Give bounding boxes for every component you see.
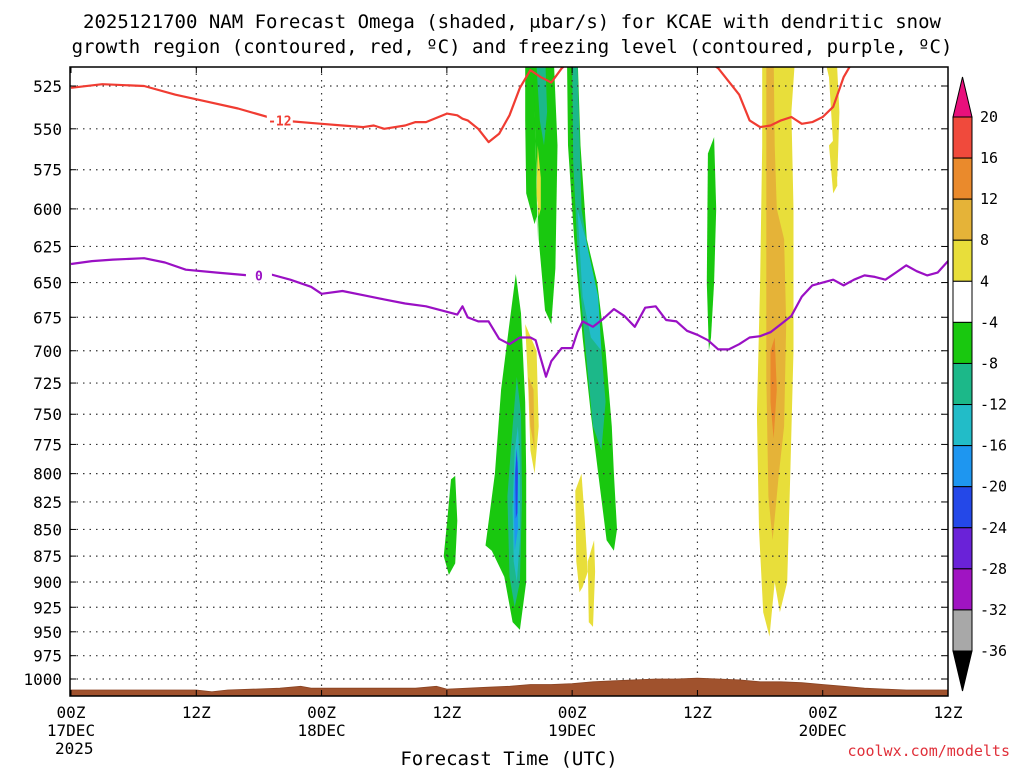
colorbar-swatch [952, 116, 973, 159]
colorbar-label: 20 [980, 108, 998, 126]
colorbar-label: 12 [980, 190, 998, 208]
colorbar-label: 16 [980, 149, 998, 167]
colorbar-swatch [952, 362, 973, 406]
x-axis-title: Forecast Time (UTC) [400, 748, 617, 768]
colorbar-label: -12 [980, 396, 1007, 414]
y-tick-label: 625 [33, 237, 62, 256]
colorbar-swatch [952, 239, 973, 282]
y-tick-label: 700 [33, 342, 62, 361]
x-tick-label: 18DEC [297, 721, 345, 740]
credit-link[interactable]: coolwx.com/modelts [847, 742, 1010, 760]
colorbar-label: -32 [980, 601, 1007, 619]
colorbar-swatch [952, 568, 973, 611]
plot-frame [69, 66, 949, 697]
x-tick-label: 17DEC [47, 721, 95, 740]
colorbar-label: 4 [980, 272, 989, 290]
colorbar-top-arrow [952, 76, 973, 118]
contour-line [70, 67, 851, 144]
x-tick-label: 12Z [432, 703, 461, 722]
omega-region [536, 145, 541, 217]
colorbar-swatch [952, 486, 973, 529]
x-tick-label: 00Z [808, 703, 837, 722]
colorbar-label: 8 [980, 231, 989, 249]
chart-title-line2: growth region (contoured, red, ºC) and f… [72, 36, 953, 58]
y-tick-label: 900 [33, 573, 62, 592]
x-tick-label: 12Z [182, 703, 211, 722]
contours: -12 0 [70, 67, 948, 378]
colorbar-label: -28 [980, 560, 1007, 578]
colorbar-swatch [952, 280, 973, 323]
x-tick-label: 00Z [558, 703, 587, 722]
colorbar-label: -4 [980, 313, 998, 331]
x-tick-label: 2025 [55, 739, 94, 758]
y-tick-label: 750 [33, 405, 62, 424]
omega-region [770, 337, 777, 439]
terrain-fill [70, 677, 949, 697]
colorbar-label: -16 [980, 437, 1007, 455]
y-tick-label: 925 [33, 598, 62, 617]
x-tick-label: 12Z [934, 703, 963, 722]
colorbar-bottom-arrow [952, 650, 973, 692]
y-tick-label: 600 [33, 200, 62, 219]
colorbar: 20 16 12 8 4 -4 -8 -12 -16 -20 -24 -28 -32 -36 [952, 76, 1007, 692]
x-tick-label: 20DEC [799, 721, 847, 740]
y-tick-label: 650 [33, 274, 62, 293]
colorbar-swatch [952, 609, 973, 652]
omega-region [528, 376, 535, 451]
omega-region [443, 475, 458, 575]
colorbar-swatch [952, 445, 973, 488]
contour-label-bg [245, 267, 272, 283]
y-tick-label: 950 [33, 623, 62, 642]
contour-label: 0 [255, 269, 263, 284]
omega-region [577, 208, 602, 351]
y-tick-label: 575 [33, 161, 62, 180]
x-tick-label: 19DEC [548, 721, 596, 740]
y-axis: 525 550 575 600 625 650 675 700 725 750 775 800 825 8… [23, 77, 948, 689]
colorbar-label: -8 [980, 354, 998, 372]
colorbar-swatch [952, 198, 973, 241]
colorbar-label: -36 [980, 642, 1007, 660]
omega-region [575, 473, 588, 593]
y-tick-label: 875 [33, 547, 62, 566]
y-tick-label: 850 [33, 520, 62, 539]
y-tick-label: 775 [33, 435, 62, 454]
omega-shading [443, 67, 840, 637]
x-tick-label: 12Z [683, 703, 712, 722]
y-tick-label: 675 [33, 308, 62, 327]
y-tick-label: 975 [33, 647, 62, 666]
colorbar-swatch [952, 404, 973, 447]
y-tick-label: 825 [33, 493, 62, 512]
y-tick-label: 725 [33, 374, 62, 393]
colorbar-swatch [952, 157, 973, 200]
colorbar-label: -20 [980, 478, 1007, 496]
y-tick-label: 1000 [23, 670, 62, 689]
terrain [70, 677, 949, 697]
omega-region [533, 67, 558, 325]
y-tick-label: 800 [33, 465, 62, 484]
x-tick-label: 00Z [57, 703, 86, 722]
contour-line [70, 257, 948, 378]
x-tick-label: 00Z [307, 703, 336, 722]
colorbar-swatch [952, 527, 973, 570]
omega-region [766, 67, 787, 541]
grid [70, 67, 948, 696]
omega-region [515, 448, 518, 519]
contour-label: -12 [268, 114, 291, 129]
chart-title-line1: 2025121700 NAM Forecast Omega (shaded, μ… [83, 11, 941, 33]
y-tick-label: 550 [33, 120, 62, 139]
colorbar-swatch [952, 321, 973, 364]
omega-region [829, 137, 838, 194]
omega-region [706, 137, 717, 351]
colorbar-label: -24 [980, 519, 1007, 537]
y-tick-label: 525 [33, 77, 62, 96]
contour-label-bg [266, 112, 293, 128]
plot-area: -12 0 [69, 66, 949, 697]
omega-region [587, 540, 596, 627]
